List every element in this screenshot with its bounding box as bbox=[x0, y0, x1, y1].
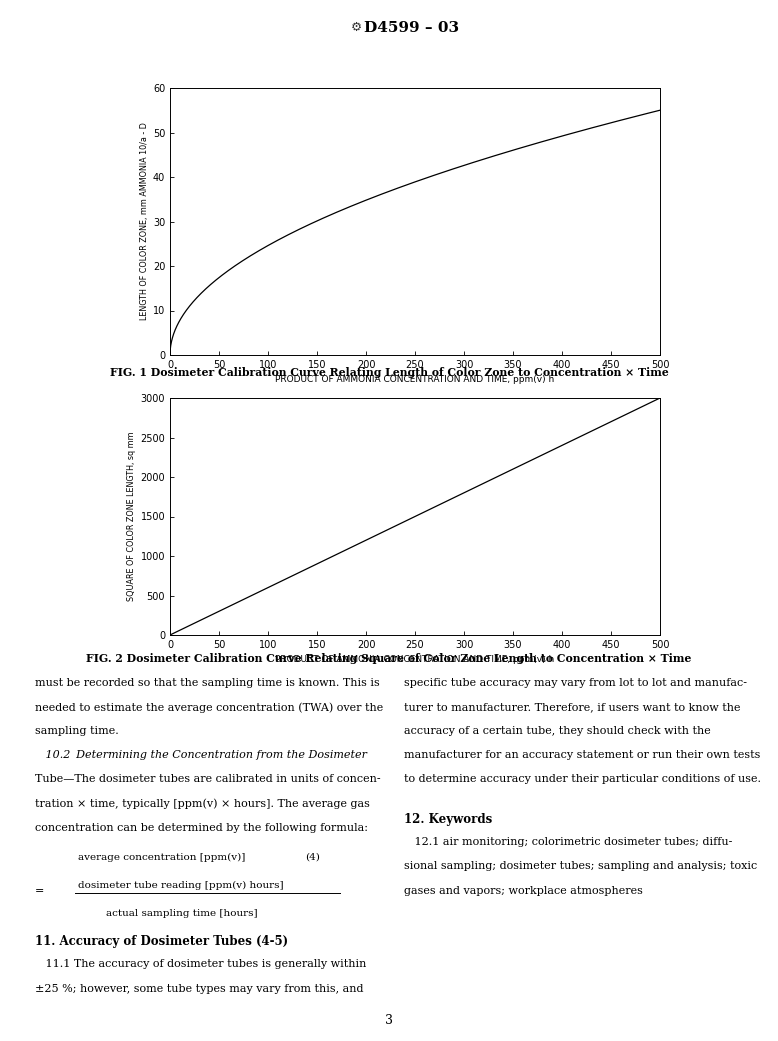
Text: 10.2  Determining the Concentration from the Dosimeter: 10.2 Determining the Concentration from … bbox=[35, 751, 367, 760]
Text: dosimeter tube reading [ppm(v) hours]: dosimeter tube reading [ppm(v) hours] bbox=[78, 881, 283, 890]
Text: gases and vapors; workplace atmospheres: gases and vapors; workplace atmospheres bbox=[405, 886, 643, 895]
Text: needed to estimate the average concentration (TWA) over the: needed to estimate the average concentra… bbox=[35, 702, 384, 713]
Text: sional sampling; dosimeter tubes; sampling and analysis; toxic: sional sampling; dosimeter tubes; sampli… bbox=[405, 862, 758, 871]
Text: 11.1 The accuracy of dosimeter tubes is generally within: 11.1 The accuracy of dosimeter tubes is … bbox=[35, 960, 366, 969]
Text: to determine accuracy under their particular conditions of use.: to determine accuracy under their partic… bbox=[405, 775, 761, 784]
Text: D4599 – 03: D4599 – 03 bbox=[364, 21, 459, 34]
Text: must be recorded so that the sampling time is known. This is: must be recorded so that the sampling ti… bbox=[35, 678, 380, 688]
Text: actual sampling time [hours]: actual sampling time [hours] bbox=[106, 909, 258, 918]
Text: turer to manufacturer. Therefore, if users want to know the: turer to manufacturer. Therefore, if use… bbox=[405, 702, 741, 712]
Text: average concentration [ppm(v)]: average concentration [ppm(v)] bbox=[78, 853, 245, 862]
Text: ±25 %; however, some tube types may vary from this, and: ±25 %; however, some tube types may vary… bbox=[35, 984, 363, 993]
Text: 12. Keywords: 12. Keywords bbox=[405, 813, 492, 827]
Text: (4): (4) bbox=[305, 853, 320, 862]
Text: specific tube accuracy may vary from lot to lot and manufac-: specific tube accuracy may vary from lot… bbox=[405, 678, 747, 688]
Text: sampling time.: sampling time. bbox=[35, 727, 119, 736]
X-axis label: PRODUCT OF AMMONIA CONCENTRATION AND TIME, ppm(v) h: PRODUCT OF AMMONIA CONCENTRATION AND TIM… bbox=[275, 376, 555, 384]
Text: manufacturer for an accuracy statement or run their own tests: manufacturer for an accuracy statement o… bbox=[405, 751, 761, 760]
Text: FIG. 1 Dosimeter Calibration Curve Relating Length of Color Zone to Concentratio: FIG. 1 Dosimeter Calibration Curve Relat… bbox=[110, 367, 668, 379]
Text: 11. Accuracy of Dosimeter Tubes (4-5): 11. Accuracy of Dosimeter Tubes (4-5) bbox=[35, 936, 288, 948]
Text: 12.1 air monitoring; colorimetric dosimeter tubes; diffu-: 12.1 air monitoring; colorimetric dosime… bbox=[405, 837, 733, 847]
Text: concentration can be determined by the following formula:: concentration can be determined by the f… bbox=[35, 822, 368, 833]
Text: 3: 3 bbox=[385, 1015, 393, 1027]
Text: FIG. 2 Dosimeter Calibration Curve Relating Square of Color Zone Length to Conce: FIG. 2 Dosimeter Calibration Curve Relat… bbox=[86, 654, 692, 664]
Text: Tube—The dosimeter tubes are calibrated in units of concen-: Tube—The dosimeter tubes are calibrated … bbox=[35, 775, 380, 784]
Y-axis label: SQUARE OF COLOR ZONE LENGTH, sq mm: SQUARE OF COLOR ZONE LENGTH, sq mm bbox=[128, 432, 136, 602]
Text: =: = bbox=[35, 886, 44, 896]
Text: accuracy of a certain tube, they should check with the: accuracy of a certain tube, they should … bbox=[405, 727, 711, 736]
Text: tration × time, typically [ppm(v) × hours]. The average gas: tration × time, typically [ppm(v) × hour… bbox=[35, 798, 370, 809]
Text: ⚙: ⚙ bbox=[351, 21, 362, 34]
X-axis label: PRODUCT OF AMMONIA CONCENTRATION AND TIME, ppm(v) h: PRODUCT OF AMMONIA CONCENTRATION AND TIM… bbox=[275, 656, 555, 664]
Y-axis label: LENGTH OF COLOR ZONE, mm AMMONIA 10/a - D: LENGTH OF COLOR ZONE, mm AMMONIA 10/a - … bbox=[139, 123, 149, 321]
